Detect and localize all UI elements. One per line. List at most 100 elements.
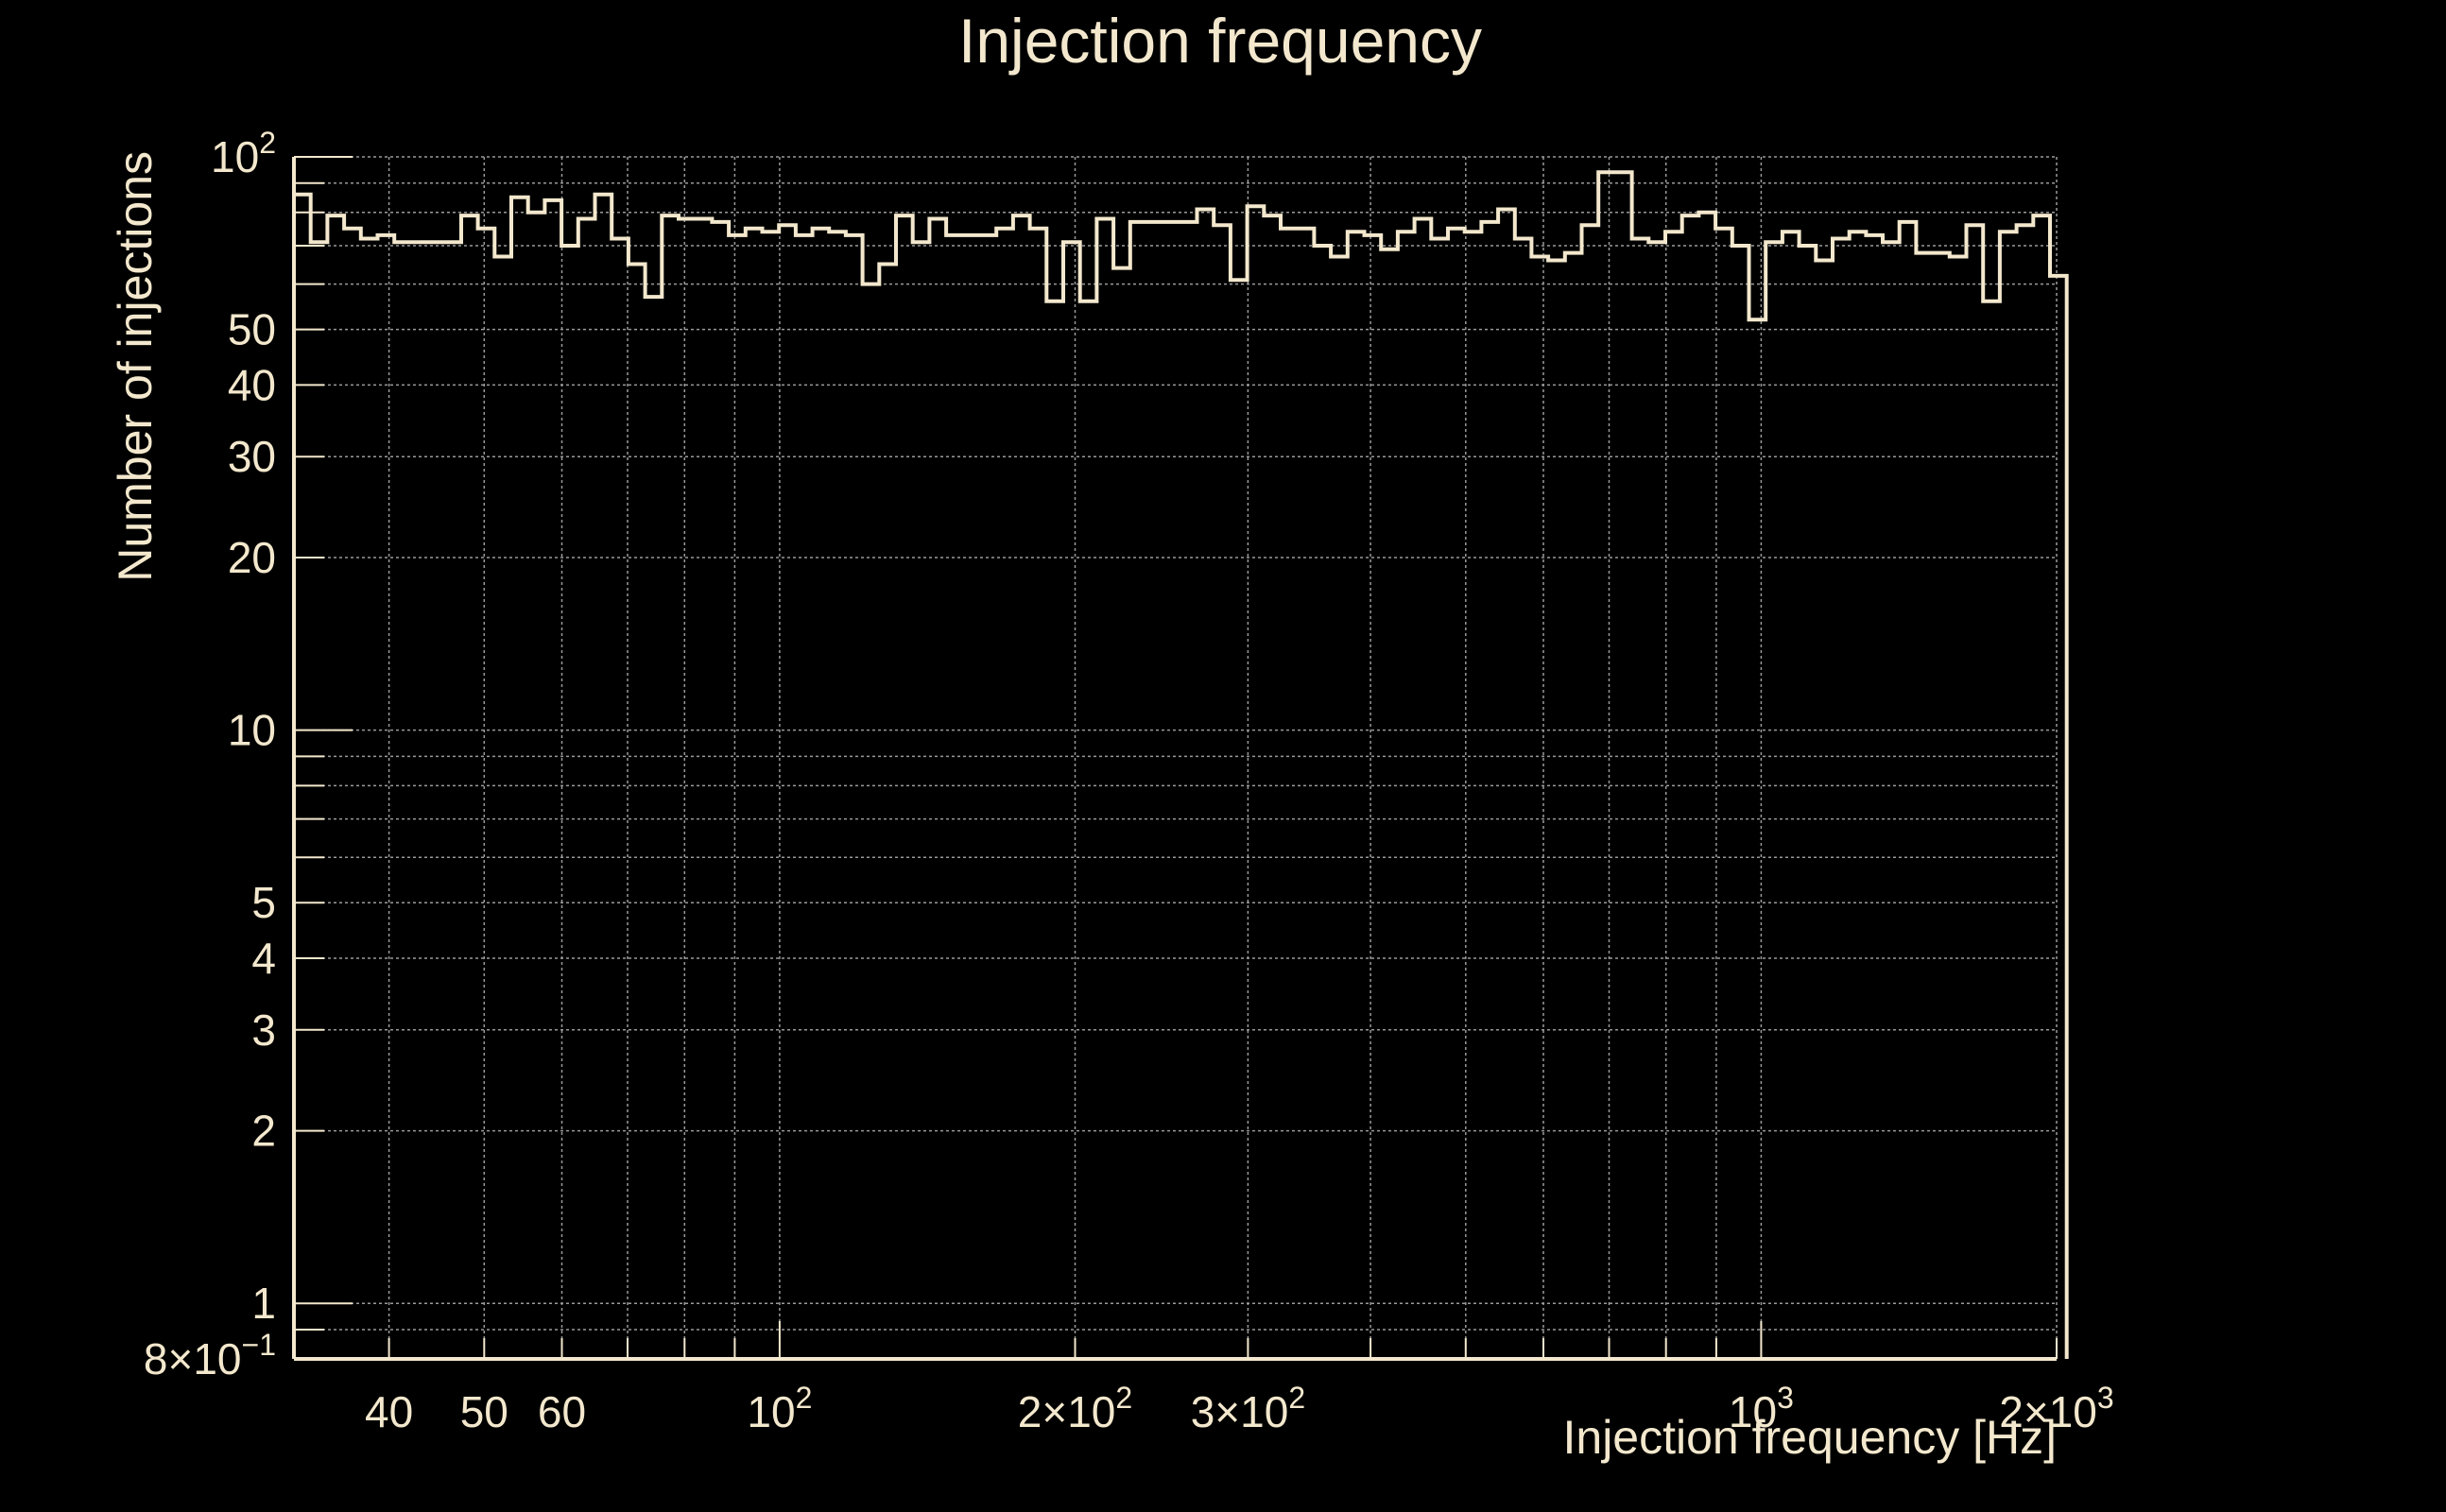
histogram-bin — [1096, 219, 1113, 1360]
grid — [294, 156, 2058, 1360]
y-tick-label: 30 — [228, 432, 276, 481]
histogram-bin — [2017, 225, 2034, 1359]
histogram-bin — [1381, 249, 1398, 1359]
histogram-bin — [863, 284, 880, 1359]
histogram-bin — [1298, 229, 1315, 1359]
histogram-bin — [1515, 239, 1532, 1360]
histogram-bin — [1648, 242, 1665, 1359]
x-tick-label: 102 — [747, 1381, 812, 1436]
histogram-bin — [1163, 222, 1180, 1359]
histogram-bin — [1197, 210, 1214, 1360]
histogram-bin — [595, 195, 612, 1359]
histogram-bin — [1113, 268, 1130, 1359]
histogram-bin — [1783, 232, 1800, 1359]
histogram-bin — [2033, 215, 2050, 1359]
histogram-bin — [746, 229, 763, 1359]
histogram-bin — [1598, 172, 1615, 1359]
histogram-bin — [796, 235, 813, 1359]
histogram-bin — [511, 198, 528, 1359]
histogram-bin — [1264, 215, 1281, 1359]
histogram-bin — [1431, 239, 1448, 1360]
histogram-bin — [2050, 276, 2067, 1359]
histogram-bin — [1933, 253, 1950, 1359]
y-tick-label: 20 — [228, 533, 276, 582]
y-tick-label: 50 — [228, 305, 276, 354]
histogram-bin — [327, 215, 344, 1359]
histogram-bin — [394, 242, 411, 1359]
histogram-bin — [763, 232, 780, 1359]
histogram-bin — [1147, 222, 1164, 1359]
x-tick-label: 60 — [538, 1387, 586, 1436]
histogram-bin — [1130, 222, 1147, 1359]
histogram-bin — [696, 219, 713, 1360]
histogram-bin — [779, 225, 796, 1359]
histogram-bin — [1732, 246, 1749, 1359]
histogram-bin — [1231, 280, 1248, 1359]
histogram-bin — [1030, 229, 1047, 1359]
histogram-bin — [1348, 232, 1365, 1359]
histogram-bin — [1465, 232, 1482, 1359]
histogram-bin — [1665, 232, 1682, 1359]
histogram-bin — [1850, 232, 1867, 1359]
x-tick-label: 40 — [365, 1387, 413, 1436]
histogram-bin — [1983, 301, 2000, 1359]
histogram-bin — [712, 222, 729, 1359]
histogram-bin — [679, 219, 696, 1360]
x-tick-label: 50 — [460, 1387, 508, 1436]
histogram-outline — [294, 170, 2069, 1359]
histogram-bin — [1365, 235, 1382, 1359]
histogram-bin — [996, 229, 1013, 1359]
y-axis-label: Number of injections — [109, 151, 162, 582]
histogram-bin — [1565, 253, 1582, 1359]
histogram-bin — [1063, 242, 1080, 1359]
y-tick-label: 10 — [228, 706, 276, 755]
histogram-bin — [929, 219, 946, 1360]
histogram-bin — [1698, 213, 1715, 1359]
histogram-bin — [1816, 261, 1833, 1360]
x-tick-label: 2×102 — [1018, 1381, 1132, 1436]
histogram-bin — [896, 215, 913, 1359]
histogram-bin — [1967, 225, 1984, 1359]
histogram-bin — [1481, 222, 1498, 1359]
x-tick-labels: 40 50 60 102 2×102 3×102 103 2×103 — [365, 1381, 2114, 1436]
histogram-bin — [1766, 242, 1783, 1359]
y-tick-label: 1 — [251, 1279, 276, 1328]
histogram-bin — [1046, 301, 1063, 1359]
x-tick-label: 2×103 — [1999, 1381, 2113, 1436]
histogram-bin — [612, 239, 629, 1360]
histogram-bin — [1833, 239, 1850, 1360]
histogram-bin — [578, 219, 595, 1360]
histogram-bin — [1632, 239, 1649, 1360]
histogram-bin — [461, 215, 478, 1359]
histogram-bin — [913, 242, 930, 1359]
histogram-bin — [1715, 229, 1732, 1359]
histogram-bin — [561, 246, 578, 1359]
histogram-bin — [1080, 301, 1097, 1359]
histogram-bin — [528, 213, 545, 1359]
histogram-bin — [879, 265, 896, 1360]
histogram-bin — [1281, 229, 1298, 1359]
histogram-bin — [411, 242, 428, 1359]
histogram-bin — [1398, 232, 1415, 1359]
histogram-bin — [428, 242, 445, 1359]
histogram-bin — [1448, 229, 1465, 1359]
histogram-bin — [846, 235, 863, 1359]
histogram-bin — [829, 232, 846, 1359]
histogram-bin — [311, 242, 328, 1359]
histogram-bin — [1749, 319, 1766, 1359]
histogram-bin — [494, 257, 511, 1360]
histogram-bin — [662, 215, 679, 1359]
histogram-bin — [1548, 261, 1565, 1360]
y-tick-label: 4 — [251, 934, 276, 983]
histogram-bin — [963, 235, 980, 1359]
histogram-bin — [444, 242, 461, 1359]
histogram-bin — [2000, 232, 2017, 1359]
histogram-bin — [1866, 235, 1883, 1359]
histogram-bin — [1415, 219, 1432, 1360]
y-tick-label: 102 — [211, 126, 276, 181]
histogram-bin — [294, 195, 311, 1359]
histogram-bin — [1531, 257, 1548, 1360]
histogram-bin — [1248, 206, 1265, 1359]
y-tick-label: 40 — [228, 360, 276, 409]
